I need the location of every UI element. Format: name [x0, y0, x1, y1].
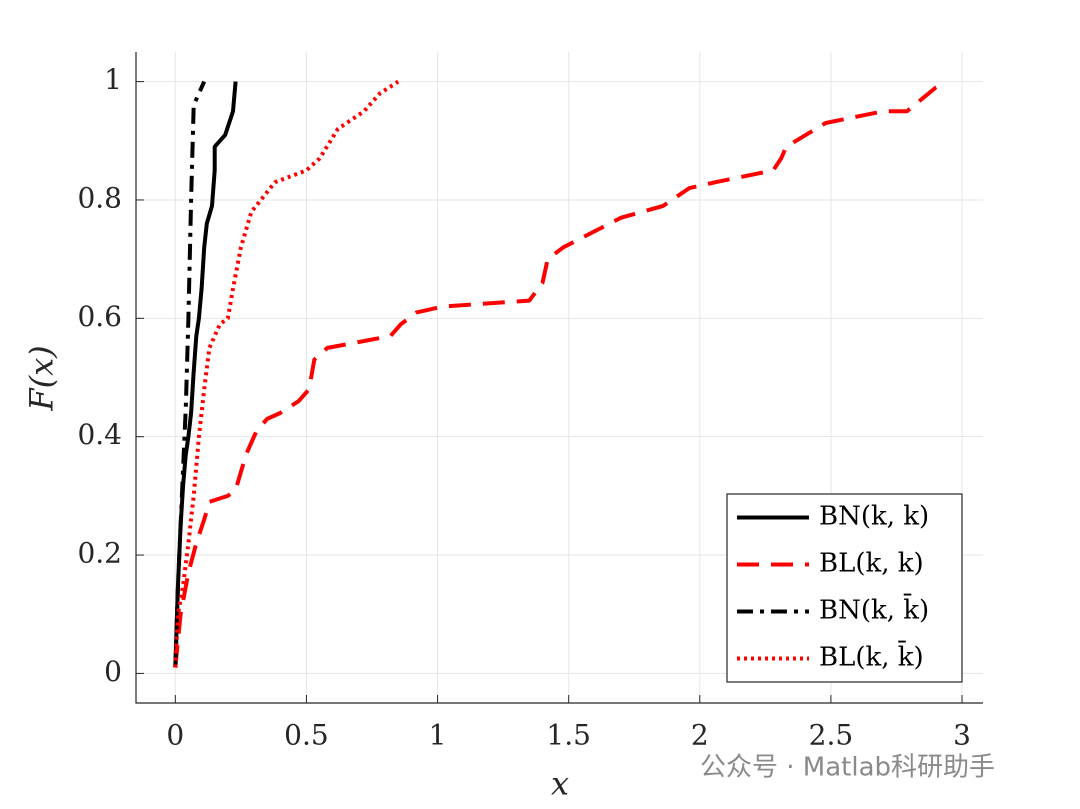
- legend-label: BL(k, k): [819, 549, 924, 579]
- x-tick-label: 0.5: [284, 719, 329, 752]
- y-axis-label: F(x): [23, 345, 61, 411]
- y-tick-label: 1: [104, 63, 122, 96]
- y-tick-label: 0.8: [77, 181, 122, 214]
- legend-label: BN(k, k): [819, 502, 929, 532]
- y-tick-label: 0.4: [77, 418, 122, 451]
- series-line: [173, 79, 400, 668]
- legend-box: [726, 493, 963, 683]
- axes: [135, 52, 983, 704]
- legend-label: BN(k, k̄): [819, 593, 929, 626]
- x-tick-label: 2: [691, 719, 709, 752]
- x-tick-label: 0: [166, 719, 184, 752]
- legend-label: BL(k, k̄): [819, 640, 924, 673]
- watermark: 公众号 · Matlab科研助手: [700, 753, 995, 783]
- y-tick-label: 0: [104, 655, 122, 688]
- x-tick-label: 1.5: [546, 719, 591, 752]
- x-tick-label: 2.5: [809, 719, 854, 752]
- x-axis-label: x: [551, 765, 569, 803]
- series-line: [173, 79, 948, 668]
- x-tick-label: 1: [429, 719, 447, 752]
- x-tick-label: 3: [953, 719, 971, 752]
- y-tick-label: 0.6: [77, 300, 122, 333]
- y-tick-label: 0.2: [77, 537, 122, 570]
- series-line: [173, 80, 207, 668]
